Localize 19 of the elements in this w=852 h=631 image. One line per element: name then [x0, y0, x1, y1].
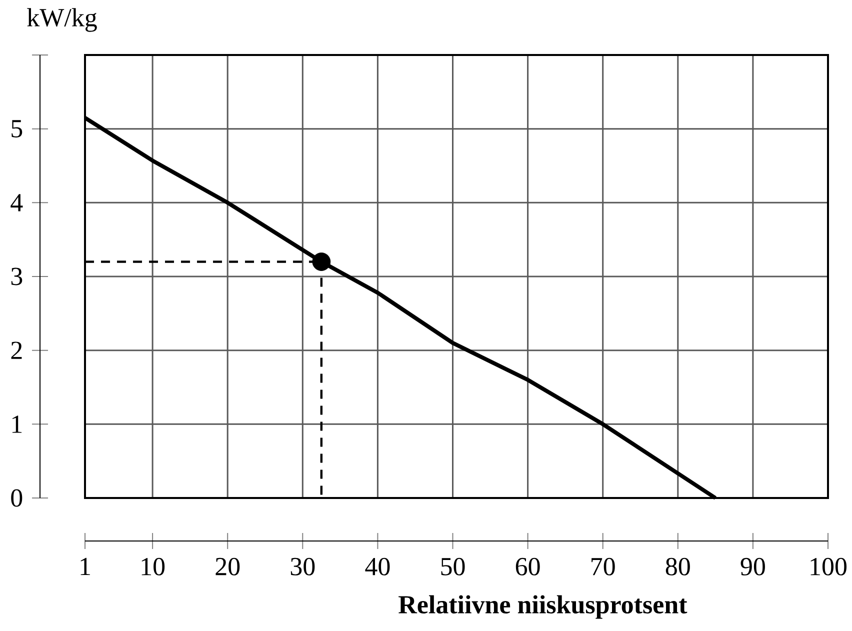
x-tick-label: 30 — [290, 558, 315, 576]
y-tick-label: 2 — [11, 342, 22, 359]
x-tick-label: 50 — [441, 558, 465, 576]
y-tick-label: 5 — [12, 120, 22, 138]
x-tick-label: 70 — [592, 558, 615, 576]
x-tick-label: 1 — [80, 558, 90, 576]
x-tick-label: 60 — [516, 558, 540, 576]
x-tick-label: 90 — [740, 558, 765, 576]
y-axis-title: kW/kg — [27, 8, 97, 32]
y-tick-label: 1 — [12, 416, 22, 433]
y-tick-label: 4 — [10, 194, 23, 212]
x-tick-label: 40 — [365, 558, 390, 576]
y-tick-label: 3 — [11, 268, 22, 286]
x-axis-title: Relatiivne niiskusprotsent — [398, 595, 688, 619]
x-tick-label: 20 — [216, 558, 240, 576]
x-tick-label: 80 — [666, 558, 690, 576]
x-tick-label: 10 — [142, 558, 165, 576]
x-tick-label: 100 — [810, 558, 847, 576]
y-tick-label: 0 — [11, 489, 22, 507]
